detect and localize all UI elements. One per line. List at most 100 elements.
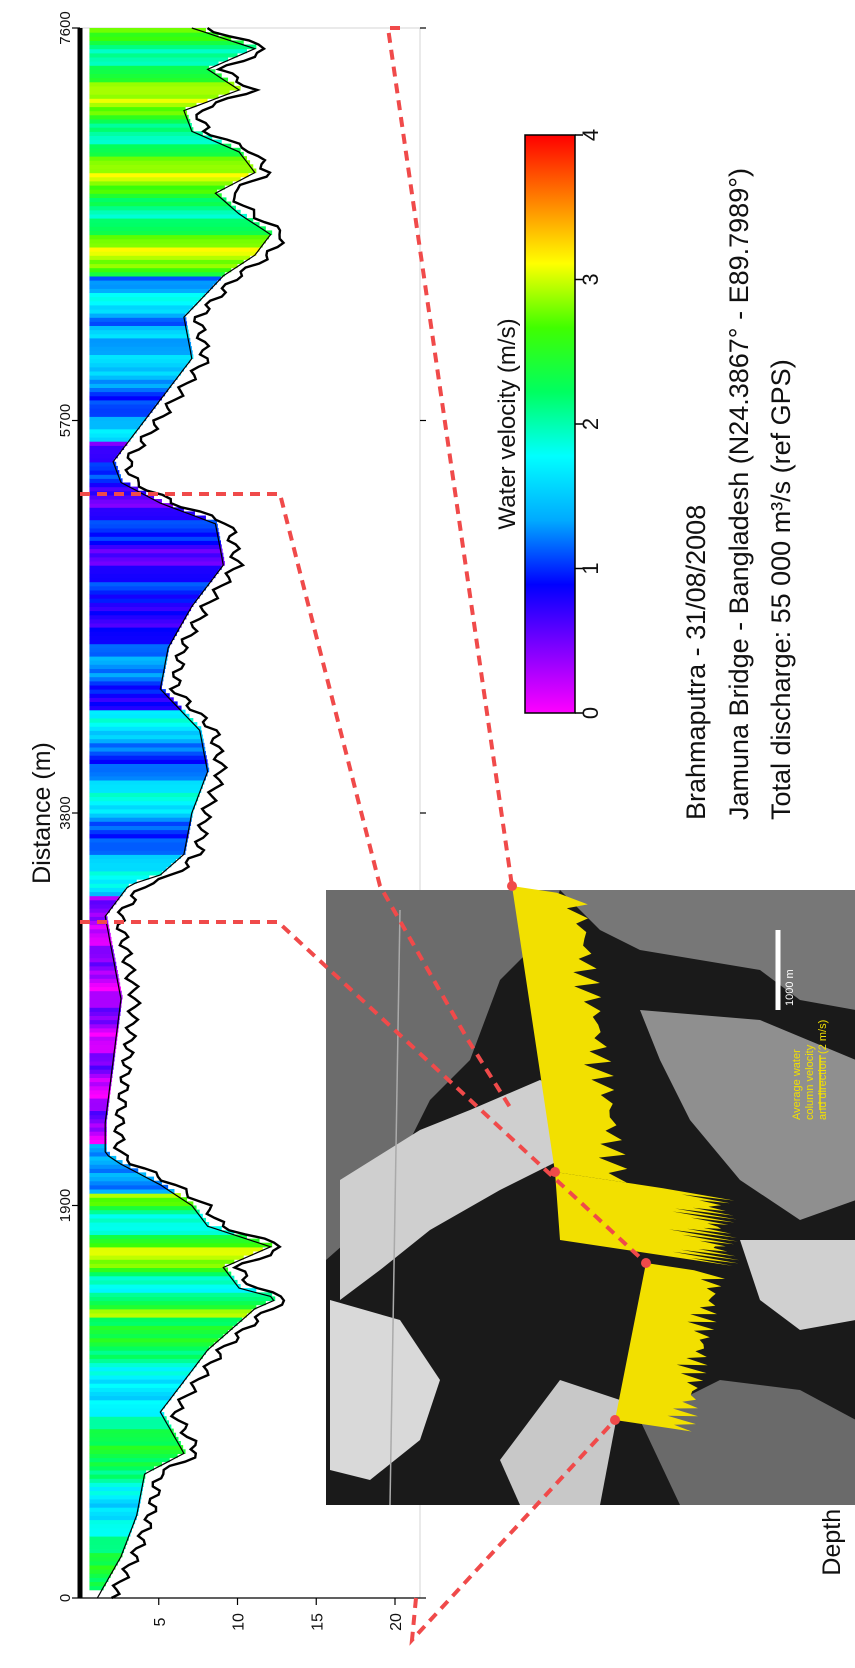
velocity-cell: [89, 238, 266, 244]
velocity-cell: [89, 61, 219, 66]
velocity-cell: [89, 1168, 139, 1173]
velocity-cell: [89, 428, 137, 434]
velocity-cell: [89, 1048, 116, 1054]
velocity-cell: [89, 399, 159, 405]
velocity-cell: [89, 73, 222, 79]
velocity-cell: [89, 507, 184, 512]
annotation-line-1: Brahmaputra - 31/08/2008: [681, 505, 711, 820]
velocity-cell: [89, 1366, 194, 1372]
velocity-cell: [89, 90, 230, 95]
velocity-cell: [89, 548, 223, 554]
velocity-cell: [89, 932, 111, 938]
velocity-field: [89, 28, 276, 1591]
colorbar-ramp: [524, 134, 576, 714]
velocity-cell: [89, 1143, 107, 1149]
velocity-cell: [89, 866, 167, 872]
velocity-cell: [89, 1544, 126, 1549]
land-south: [640, 1380, 855, 1505]
velocity-cell: [89, 478, 123, 483]
annotation-line-3: Total discharge: 55 000 m³/s (ref GPS): [766, 359, 796, 820]
velocity-cell: [89, 445, 125, 450]
connector-lower: [80, 920, 648, 1265]
velocity-cell: [89, 1230, 235, 1235]
transect-vectors-middle: [555, 1172, 740, 1266]
velocity-cell: [89, 961, 117, 967]
velocity-cell: [89, 1457, 170, 1463]
inset-legend-line-2: column velocity: [804, 1044, 816, 1120]
velocity-cell: [89, 1474, 146, 1479]
velocity-cell: [89, 1370, 191, 1376]
velocity-cell: [89, 1416, 167, 1421]
velocity-cell: [89, 267, 232, 273]
velocity-cell: [89, 643, 170, 649]
road-line: [389, 909, 401, 1505]
velocity-cell: [89, 1238, 260, 1244]
velocity-cell: [89, 552, 224, 558]
transect-vectors-east: [512, 886, 628, 1183]
velocity-cell: [89, 1040, 117, 1045]
velocity-cell: [89, 408, 153, 413]
velocity-cell: [89, 1250, 254, 1256]
velocity-cell: [89, 292, 206, 298]
velocity-cell: [89, 1453, 178, 1459]
velocity-cell: [89, 755, 207, 760]
velocity-cell: [89, 936, 112, 942]
velocity-cell: [89, 775, 206, 781]
velocity-cell: [89, 1564, 116, 1570]
velocity-cell: [89, 1197, 188, 1202]
velocity-cell: [89, 1317, 243, 1322]
velocity-cell: [89, 474, 121, 479]
velocity-cell: [89, 771, 208, 777]
velocity-cell: [89, 1379, 184, 1384]
velocity-cell: [89, 441, 128, 446]
velocity-cell: [89, 284, 214, 289]
velocity-cell: [89, 1003, 122, 1008]
velocity-cell: [89, 982, 121, 988]
velocity-cell: [89, 1511, 139, 1516]
velocity-cell: [89, 213, 247, 219]
velocity-cell: [89, 1515, 137, 1521]
velocity-cell: [89, 40, 244, 46]
velocity-cell: [89, 1222, 210, 1227]
velocity-cell: [89, 300, 198, 306]
connector-dot: [641, 1258, 651, 1268]
velocity-cell: [89, 420, 143, 426]
velocity-cell: [89, 738, 204, 744]
velocity-cell: [89, 1135, 107, 1140]
velocity-cell: [89, 1106, 109, 1111]
velocity-cell: [89, 1131, 107, 1136]
velocity-cell: [89, 536, 221, 541]
velocity-cell: [89, 569, 219, 574]
velocity-cell: [89, 875, 150, 880]
velocity-cell: [89, 565, 222, 570]
colorbar-tick-label: 4: [578, 129, 603, 141]
velocity-cell: [89, 1263, 225, 1268]
velocity-cell: [89, 941, 113, 946]
velocity-cell: [89, 32, 219, 37]
velocity-cell: [89, 631, 177, 636]
velocity-cell: [89, 883, 129, 888]
velocity-cell: [89, 726, 202, 731]
velocity-cell: [89, 432, 134, 438]
velocity-cell: [89, 1350, 206, 1355]
annotation-line-2: Jamuna Bridge - Bangladesh (N24.3867° - …: [724, 168, 754, 820]
velocity-cell: [89, 1478, 145, 1483]
depth-tick-label: 5: [152, 1617, 169, 1626]
velocity-cell: [89, 160, 251, 165]
velocity-cell: [89, 1308, 252, 1314]
distance-tick-label: 1900: [57, 1189, 74, 1222]
connector-upper: [80, 492, 515, 1114]
velocity-cell: [89, 503, 173, 508]
velocity-cell: [89, 1354, 203, 1359]
velocity-vectors: [512, 886, 740, 1432]
velocity-cell: [89, 994, 123, 1000]
velocity-cell: [89, 1486, 143, 1492]
velocity-cell: [89, 837, 188, 843]
velocity-cell: [89, 1449, 186, 1454]
velocity-cell: [89, 924, 110, 930]
velocity-cell: [89, 1383, 181, 1388]
velocity-cell: [89, 1436, 179, 1442]
velocity-cell: [89, 1271, 232, 1277]
velocity-cell: [89, 610, 189, 616]
connector-lines: [80, 26, 648, 1646]
